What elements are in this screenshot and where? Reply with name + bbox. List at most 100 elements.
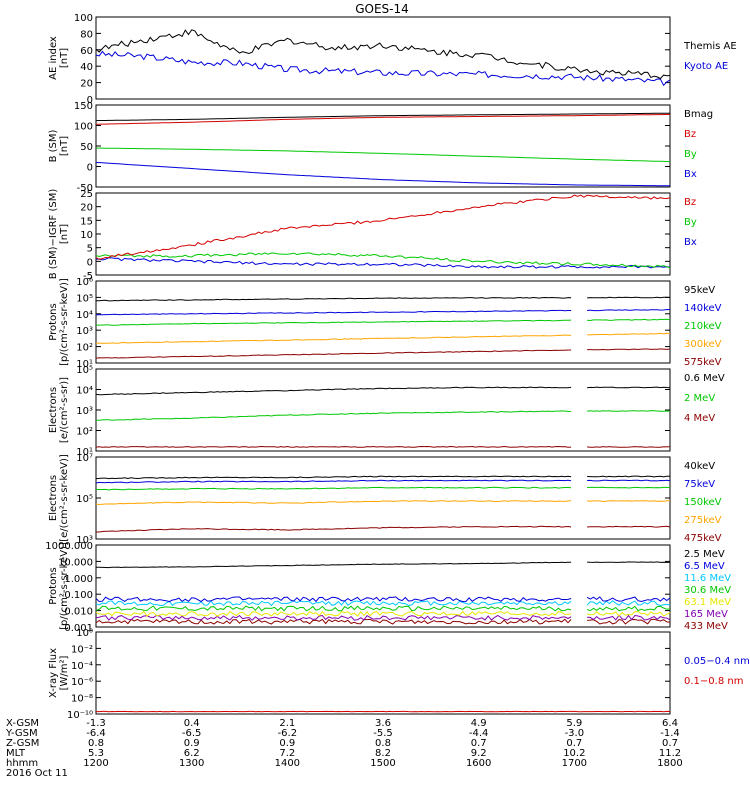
legend-label: By — [684, 217, 697, 228]
y-axis-label: X-ray Flux — [48, 648, 59, 698]
x-axis-value: 0.9 — [184, 738, 200, 749]
y-tick-label: 10⁵ — [76, 293, 93, 304]
panel-ae: 0 20 40 60 80 100 AE index [nT] Themis AE Kyoto A… — [48, 13, 737, 106]
x-axis-value: 8.2 — [375, 748, 391, 759]
y-tick-label: 10³ — [76, 326, 93, 337]
y-tick-label: 10⁻⁸ — [71, 694, 93, 705]
y-tick-label: 0 — [87, 257, 93, 268]
y-tick-label: 0.100 — [64, 590, 93, 601]
legend-label: Bx — [684, 237, 697, 248]
series-line-2-5-mev — [96, 561, 671, 569]
y-axis-label: B (SM)−IGRF (SM) — [48, 189, 59, 280]
y-tick-label: 25 — [80, 189, 93, 200]
y-tick-label: 0.001 — [64, 623, 93, 634]
y-tick-label: 100 — [74, 13, 93, 24]
legend-label: 300keV — [684, 339, 722, 350]
legend-label: 140keV — [684, 303, 722, 314]
y-tick-label: 10⁴ — [76, 386, 93, 397]
y-tick-label: 10⁻⁶ — [71, 677, 93, 688]
y-tick-label: 10⁵ — [76, 365, 93, 376]
x-axis-value: 1800 — [657, 758, 682, 769]
legend-label: Bz — [684, 129, 696, 140]
x-axis-value: 7.2 — [279, 748, 295, 759]
legend-label: 30.6 MeV — [684, 585, 731, 596]
x-axis-value: 11.2 — [659, 748, 681, 759]
y-tick-label: 10.000 — [58, 557, 93, 568]
series-line-11-6-mev — [95, 599, 671, 607]
y-tick-label: 10¹ — [76, 359, 93, 370]
x-axis-value: -3.0 — [565, 728, 585, 739]
y-tick-label: 10⁴ — [76, 310, 93, 321]
legend-label: 11.6 MeV — [684, 573, 731, 584]
series-line-by — [95, 147, 671, 163]
y-axis-label: Electrons — [48, 475, 59, 521]
panel-protons_mev: 0.001 0.010 0.100 1.000 10.000 1000.000 Proton… — [45, 541, 731, 634]
y-tick-label: 10¹ — [76, 447, 93, 458]
series-line-475kev — [96, 525, 671, 533]
x-axis-value: -1.3 — [86, 718, 106, 729]
y-tick-label: 100 — [74, 122, 93, 133]
series-line-300kev — [95, 332, 671, 344]
y-axis-label: B (SM) — [48, 129, 59, 162]
y-tick-label: 10⁷ — [76, 453, 93, 464]
legend-label: 95keV — [684, 285, 715, 296]
series-line-bz — [95, 113, 671, 125]
y-tick-label: -50 — [77, 183, 93, 194]
x-axis-value: 5.9 — [566, 718, 582, 729]
y-tick-label: 0 — [87, 163, 93, 174]
series-line-75kev — [95, 479, 671, 484]
y-axis-label: AE index — [48, 36, 59, 80]
series-line-40kev — [95, 475, 670, 480]
series-line-themis-ae — [95, 29, 671, 80]
series-line-433-mev — [95, 618, 671, 625]
series-line-575kev — [95, 348, 671, 359]
series-line-4-mev — [95, 445, 671, 448]
panel-electrons_mev: 10¹ 10² 10³ 10⁴ 10⁵ Electrons [e/(cm²-s-sr)] 0.… — [48, 365, 725, 458]
y-tick-label: 1000.000 — [45, 541, 93, 552]
series-line-30-6-mev — [95, 605, 671, 612]
x-axis-value: -6.4 — [86, 728, 106, 739]
x-axis-value: 4.9 — [471, 718, 487, 729]
y-tick-label: 10⁻¹⁰ — [67, 710, 93, 721]
y-axis-label: Electrons — [48, 387, 59, 433]
y-tick-label: 20 — [80, 79, 93, 90]
date-label: 2016 Oct 11 — [6, 768, 68, 779]
y-tick-label: 15 — [80, 216, 93, 227]
x-axis-value: 6.2 — [184, 748, 200, 759]
y-axis-label: [W/m²] — [59, 655, 70, 690]
series-line-140kev — [95, 308, 671, 316]
x-axis-value: 0.8 — [88, 738, 104, 749]
legend-label: 2 MeV — [684, 393, 715, 404]
y-tick-label: 0 — [87, 95, 93, 106]
x-axis-value: 6.4 — [662, 718, 678, 729]
y-tick-label: 0.010 — [64, 607, 93, 618]
y-tick-label: 10² — [76, 343, 93, 354]
x-axis-row-label: hhmm — [6, 758, 38, 769]
y-axis-label: [p/(cm²-s-sr-keV)] — [59, 542, 70, 630]
series-line-bmag — [95, 112, 670, 122]
panel-frame — [95, 280, 671, 364]
series-line-0-6-mev — [95, 386, 671, 396]
x-axis-value: -6.2 — [278, 728, 298, 739]
y-tick-label: 10³ — [76, 535, 93, 546]
x-axis-value: 3.6 — [375, 718, 391, 729]
x-axis-value: 1200 — [83, 758, 108, 769]
x-axis-value: 1400 — [275, 758, 300, 769]
x-axis-value: 0.7 — [566, 738, 582, 749]
x-axis-value: 10.2 — [563, 748, 585, 759]
series-line-bx — [95, 257, 671, 269]
x-axis-value: 2.1 — [279, 718, 295, 729]
x-axis-value: 0.8 — [375, 738, 391, 749]
series-line-63-1-mev — [95, 610, 671, 617]
y-axis-label: [e/(cm²-s-sr)] — [59, 377, 70, 443]
series-line-2-mev — [96, 410, 671, 421]
legend-label: 63.1 MeV — [684, 597, 731, 608]
series-line-bx — [95, 161, 670, 187]
panel-frame — [95, 544, 671, 628]
panel-frame — [95, 368, 671, 452]
x-axis-row-label: Y-GSM — [5, 728, 38, 739]
legend-label: Bx — [684, 169, 697, 180]
plot-title: GOES-14 — [355, 2, 409, 16]
legend-label: 275keV — [684, 515, 722, 526]
